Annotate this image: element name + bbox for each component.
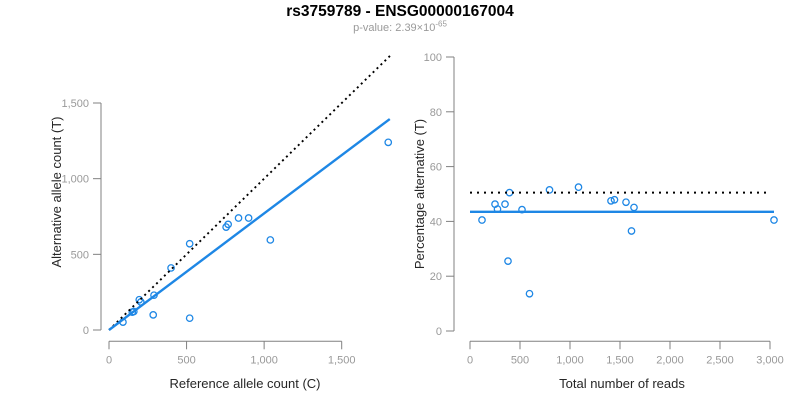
data-point — [167, 264, 175, 272]
data-point — [627, 227, 636, 235]
left-plot: 0 500 1,000 1,500 0 500 1,000 1,500 — [61, 54, 393, 366]
x-tick-label: 1,500 — [606, 354, 634, 366]
data-point — [630, 203, 638, 212]
right-plot: 0 500 1,000 1,500 2,000 2,500 3,000 0 20 40 60 80 10… — [424, 52, 784, 366]
x-tick-label: 1,000 — [250, 354, 278, 366]
fit-line — [108, 118, 391, 331]
data-point — [610, 195, 619, 204]
y-tick-label: 1,000 — [61, 174, 89, 186]
right-y-axis-title: Percentage alternative (T) — [412, 118, 427, 270]
data-point — [770, 216, 778, 224]
data-point — [185, 239, 194, 248]
data-point — [545, 186, 554, 194]
data-point — [607, 197, 615, 205]
data-point — [501, 200, 509, 208]
pvalue-exponent: -65 — [435, 19, 447, 29]
x-tick-label: 0 — [106, 354, 112, 366]
data-point — [478, 216, 486, 224]
y-tick-label: 0 — [83, 325, 89, 337]
x-tick-label: 2,500 — [706, 354, 734, 366]
data-point — [505, 188, 514, 197]
x-tick-label: 500 — [511, 354, 529, 366]
y-tick-label: 500 — [71, 249, 89, 261]
pvalue-text: p-value: 2.39×10 — [353, 22, 436, 34]
pvalue-subtitle: p-value: 2.39×10-65 — [0, 19, 800, 34]
data-point — [224, 220, 232, 229]
y-tick-label: 20 — [430, 271, 442, 283]
x-tick-label: 1,000 — [556, 354, 584, 366]
left-x-axis-title: Reference allele count (C) — [169, 376, 321, 391]
data-point — [185, 314, 194, 323]
data-point — [574, 183, 583, 191]
data-point — [525, 289, 534, 298]
x-tick-label: 1,500 — [328, 354, 356, 366]
data-point — [244, 214, 253, 222]
x-tick-label: 2,000 — [656, 354, 684, 366]
data-point — [129, 307, 138, 316]
y-tick-label: 100 — [424, 52, 442, 64]
identity-line — [108, 54, 392, 331]
data-point — [149, 311, 158, 319]
x-tick-label: 500 — [177, 354, 195, 366]
y-tick-label: 80 — [430, 107, 442, 119]
data-point — [135, 295, 144, 304]
left-y-axis-title: Alternative allele count (T) — [49, 116, 64, 268]
x-tick-label: 3,000 — [756, 354, 784, 366]
data-point — [266, 236, 275, 244]
page-title: rs3759789 - ENSG00000167004 — [286, 3, 514, 20]
y-tick-label: 0 — [436, 326, 442, 338]
data-point — [504, 257, 512, 265]
y-tick-label: 1,500 — [61, 98, 89, 110]
y-tick-label: 60 — [430, 162, 442, 174]
data-point — [622, 198, 630, 207]
right-x-axis-title: Total number of reads — [559, 376, 685, 391]
y-tick-label: 40 — [430, 216, 442, 228]
data-point — [384, 138, 393, 147]
x-tick-label: 0 — [467, 354, 473, 366]
data-point — [234, 214, 243, 222]
